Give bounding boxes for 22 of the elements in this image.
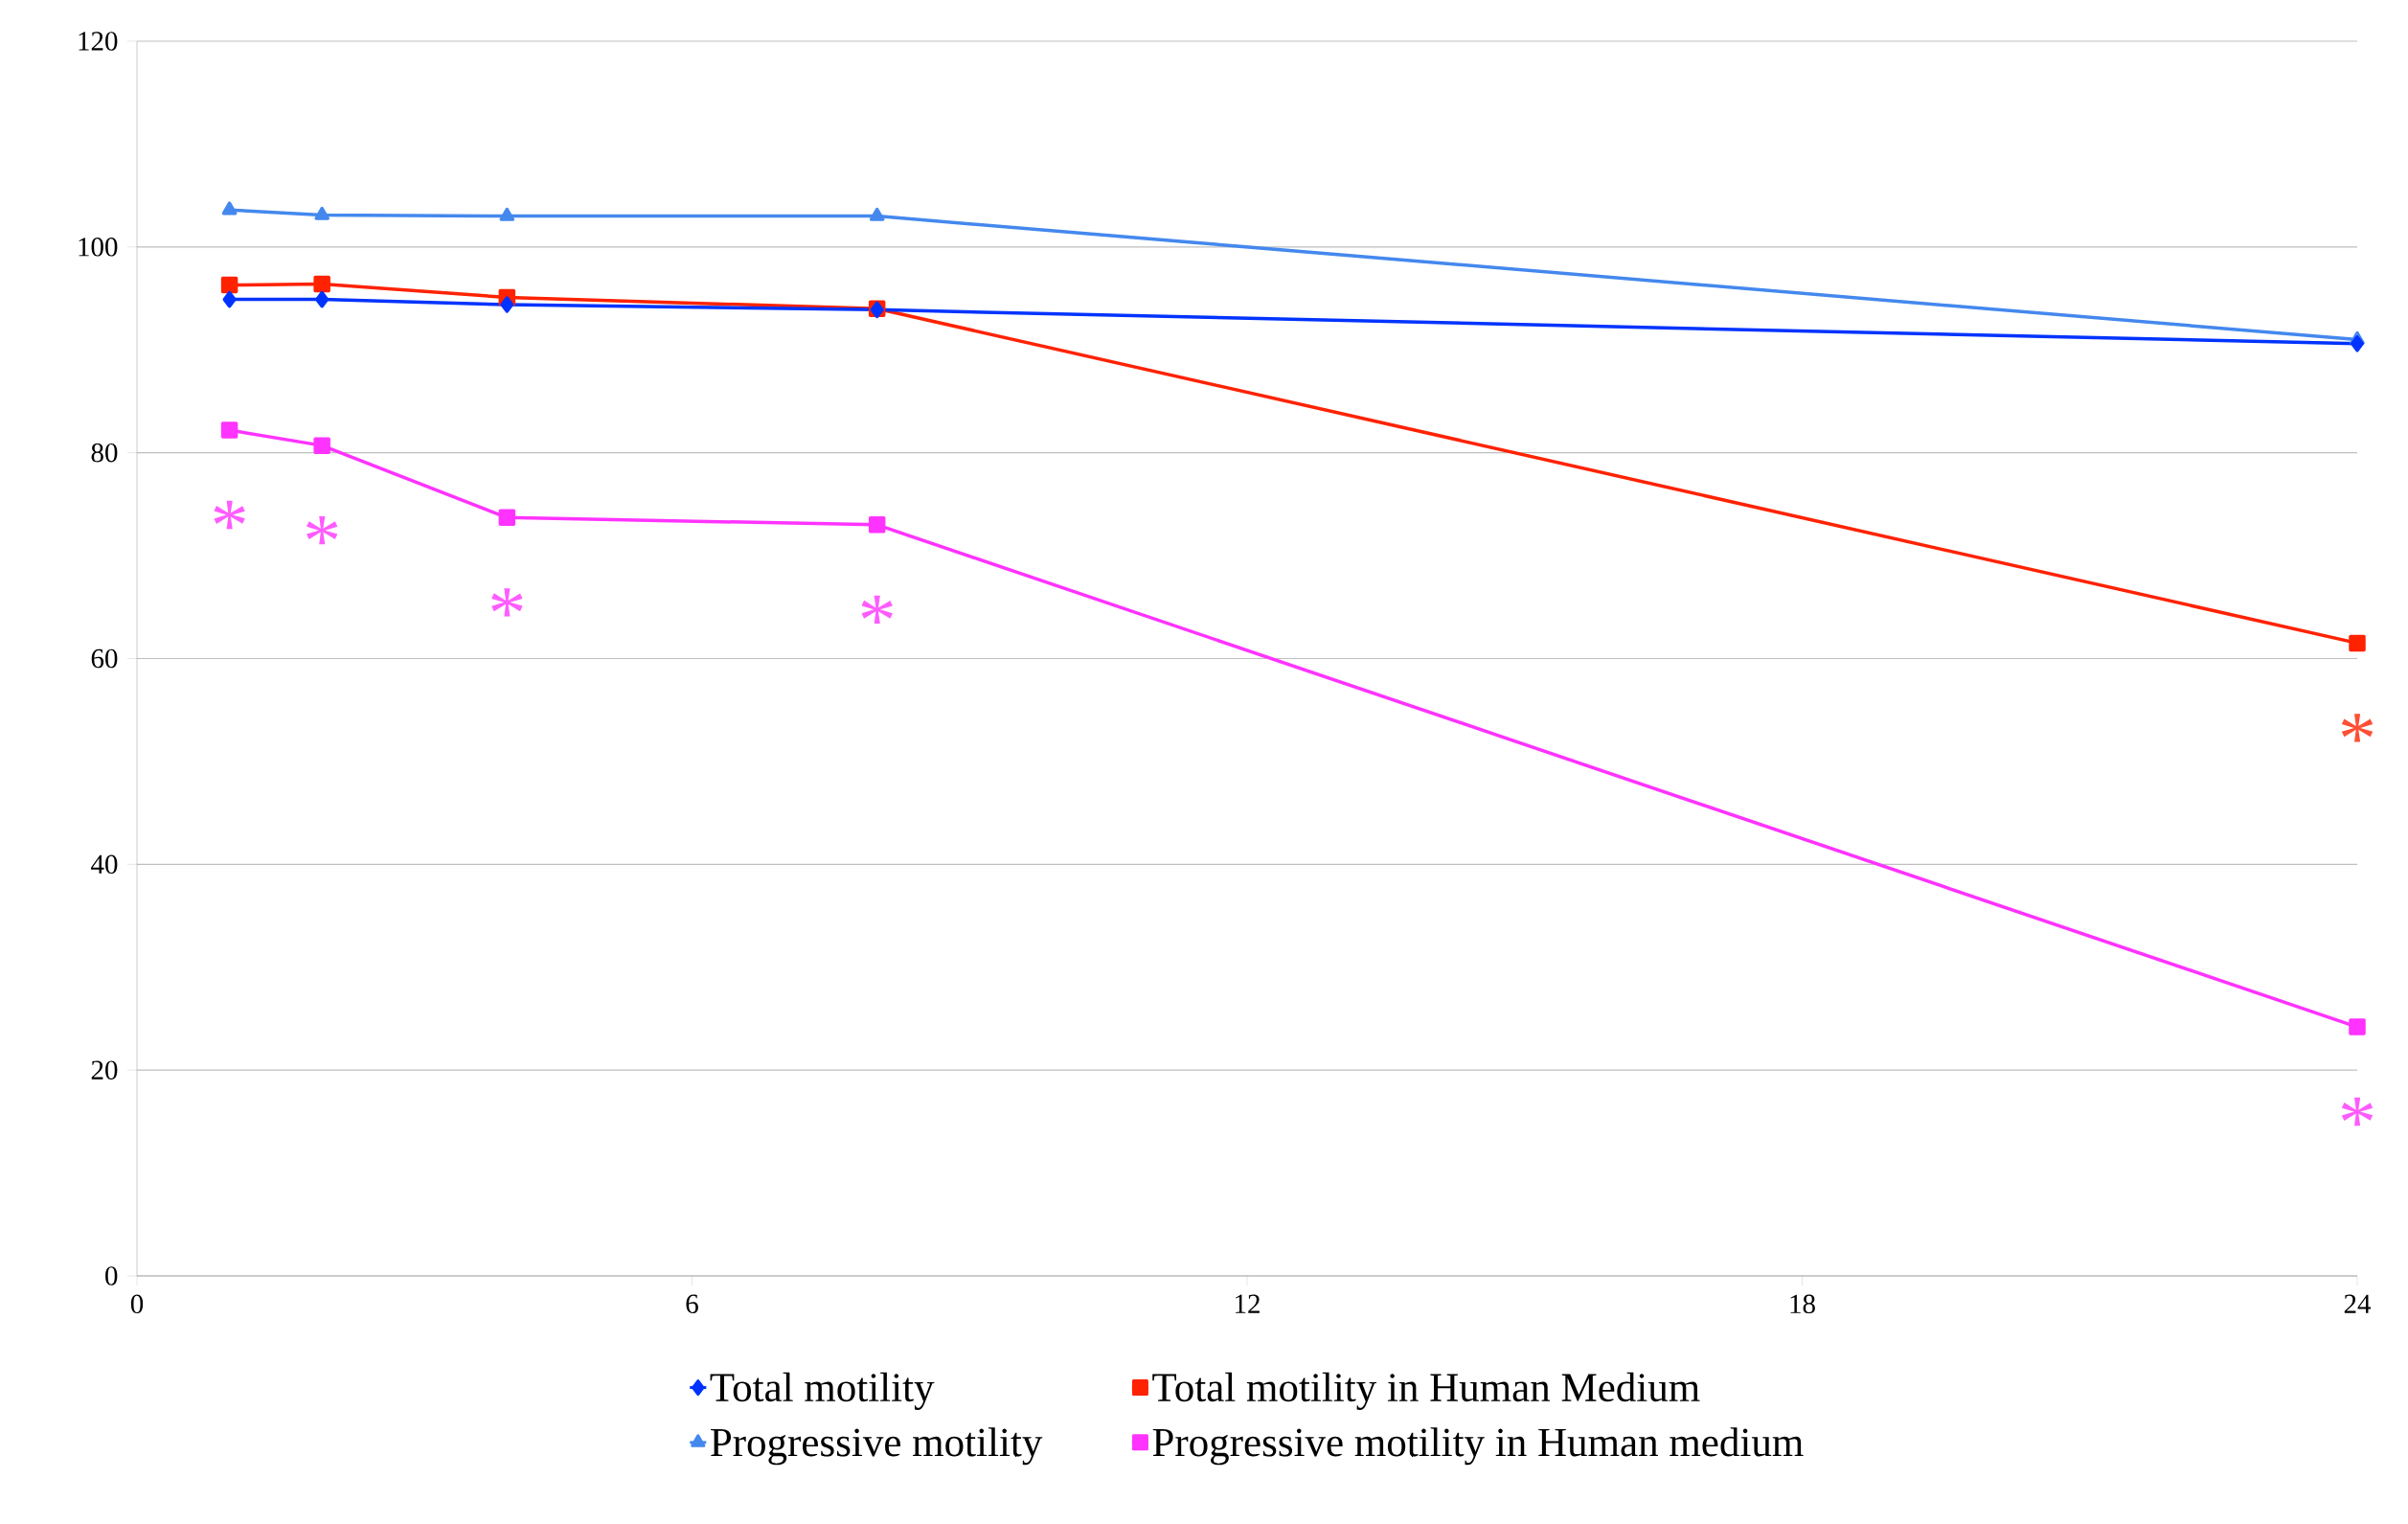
- legend-label: Total motility: [710, 1372, 935, 1410]
- annotation: *: [2341, 1097, 2374, 1126]
- y-tick-label: 20: [91, 1060, 118, 1080]
- y-tick-label: 60: [91, 648, 118, 669]
- y-tick-label: 80: [91, 443, 118, 463]
- x-tick-label: 6: [686, 1294, 698, 1314]
- annotation: *: [214, 500, 245, 530]
- legend-label: Progressive motility in Human medium: [1152, 1427, 1804, 1466]
- y-tick-label: 100: [79, 238, 118, 257]
- annotation: *: [307, 515, 338, 545]
- annotation: *: [2341, 714, 2374, 742]
- y-tick-label: 40: [91, 854, 118, 875]
- legend-label: Progressive motility: [711, 1427, 1043, 1466]
- legend-label: Total motility in Human Medium: [1152, 1372, 1700, 1410]
- x-tick-label: 24: [2344, 1294, 2372, 1313]
- annotation: *: [491, 588, 523, 617]
- x-tick-label: 0: [130, 1294, 144, 1314]
- x-tick-label: 18: [1790, 1294, 1815, 1314]
- y-tick-label: 120: [79, 32, 118, 51]
- y-tick-label: 0: [105, 1266, 118, 1285]
- x-tick-label: 12: [1236, 1294, 1260, 1313]
- annotation: *: [861, 595, 893, 624]
